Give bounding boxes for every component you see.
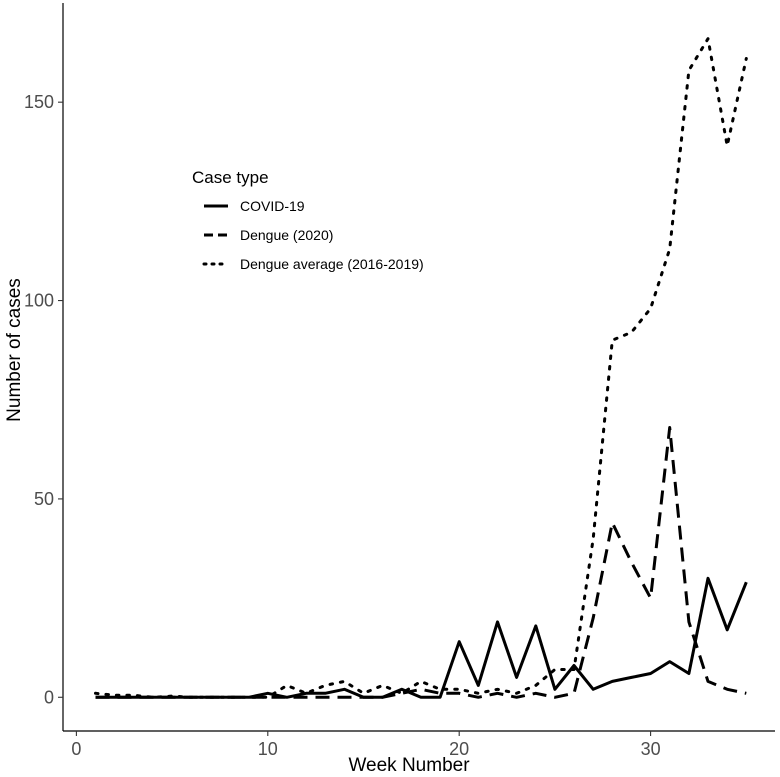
series-line-2 xyxy=(95,426,747,699)
legend-label-3: Dengue average (2016-2019) xyxy=(240,256,424,272)
plot-lines xyxy=(94,37,748,699)
x-tick-label: 0 xyxy=(71,739,81,759)
x-tick-label: 20 xyxy=(449,739,469,759)
y-tick-label: 50 xyxy=(34,489,54,509)
y-tick-label: 150 xyxy=(24,92,54,112)
y-axis-title: Number of cases xyxy=(4,278,25,422)
x-axis-title: Week Number xyxy=(348,755,470,776)
series-line-3 xyxy=(94,37,748,699)
y-tick-label: 100 xyxy=(24,291,54,311)
x-tick-label: 30 xyxy=(641,739,661,759)
legend-label-1: COVID-19 xyxy=(240,198,305,214)
legend-title: Case type xyxy=(192,168,269,187)
legend-label-2: Dengue (2020) xyxy=(240,227,333,243)
y-tick-label: 0 xyxy=(44,687,54,707)
y-ticks: 0 50 100 150 xyxy=(24,92,63,707)
x-tick-label: 10 xyxy=(258,739,278,759)
x-ticks: 0 10 20 30 xyxy=(71,731,661,759)
legend: Case type COVID-19 Dengue (2020) Dengue av… xyxy=(192,168,424,272)
